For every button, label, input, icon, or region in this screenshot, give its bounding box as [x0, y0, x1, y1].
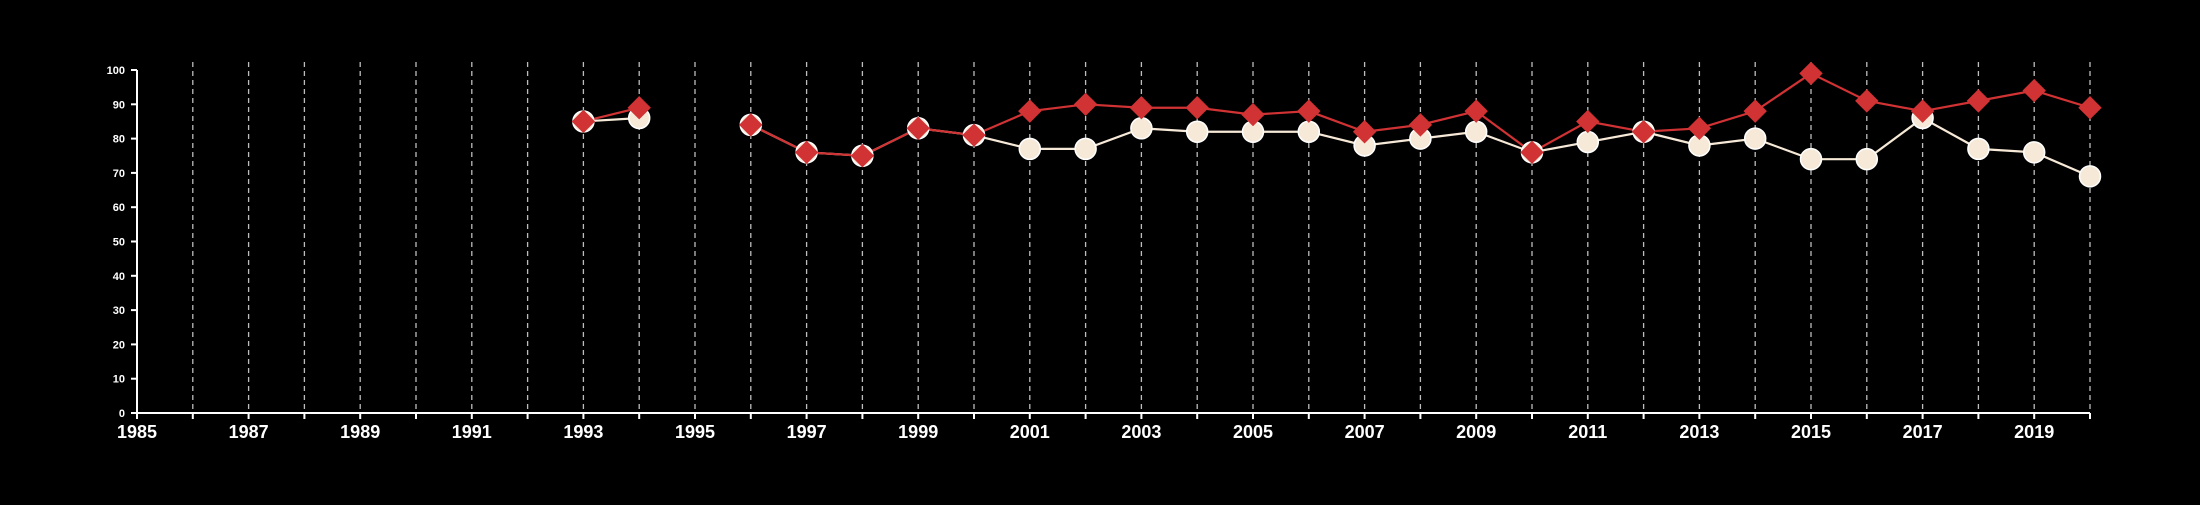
markers	[571, 61, 2102, 188]
x-tick-label-2009: 2009	[1456, 422, 1496, 442]
series-0-point-2003	[1130, 117, 1153, 140]
series-0-point-2004	[1185, 120, 1209, 143]
y-tick-label-80: 80	[113, 134, 125, 146]
x-tick-label-2007: 2007	[1345, 422, 1385, 442]
x-tick-label-2001: 2001	[1010, 422, 1050, 442]
axes: 0 10 20 30 40 50 60 70 80 90 100 1985 1987 1989 1991 19…	[107, 65, 2091, 442]
series-1-point-1994	[627, 96, 651, 120]
x-tick-label-2011: 2011	[1568, 422, 1607, 442]
series-1-point-2005	[1241, 102, 1265, 127]
x-tick-label-1985: 1985	[117, 422, 157, 442]
y-tick-label-70: 70	[113, 168, 125, 180]
series-1-point-1999	[906, 116, 930, 141]
series-1-point-2013	[1687, 116, 1712, 141]
series-0-point-2014	[1743, 127, 1767, 150]
series-1-point-2007	[1352, 120, 1377, 144]
series-1-point-2001	[1018, 99, 1042, 123]
series-1-point-2010	[1520, 140, 1544, 165]
series-0-point-2020	[2078, 165, 2102, 188]
series-0-point-2019	[2022, 141, 2046, 164]
y-tick-label-10: 10	[113, 374, 125, 386]
series-1-point-2020	[2078, 96, 2102, 120]
series-1-point-2009	[1464, 99, 1488, 123]
grid	[192, 62, 2091, 413]
series-1-point-2002	[1073, 92, 1098, 117]
series-1-point-2008	[1408, 113, 1433, 137]
y-tick-label-30: 30	[113, 305, 125, 317]
series-1-point-2017	[1910, 99, 1935, 123]
x-tick-label-2003: 2003	[1121, 422, 1161, 442]
x-tick-label-1999: 1999	[898, 422, 938, 442]
series-1-point-2018	[1966, 89, 1991, 113]
series-1-point-2006	[1297, 99, 1321, 123]
series-0-point-2011	[1576, 130, 1600, 154]
series-0-point-2016	[1855, 147, 1879, 171]
y-tick-label-90: 90	[113, 99, 125, 111]
series-1-point-1993	[571, 109, 596, 134]
series-1-point-1996	[739, 113, 763, 137]
x-tick-label-2019: 2019	[2014, 422, 2054, 442]
y-tick-label-20: 20	[113, 339, 125, 351]
x-tick-label-1995: 1995	[675, 422, 715, 442]
series-0-point-2018	[1967, 137, 1990, 161]
x-tick-label-1987: 1987	[229, 422, 269, 442]
series-0-point-2001	[1018, 137, 1042, 161]
series-1-point-2000	[962, 123, 986, 147]
series-1-point-2016	[1855, 89, 1879, 113]
series-0-point-2006	[1297, 120, 1321, 143]
y-tick-label-60: 60	[113, 202, 125, 214]
series-1-point-2003	[1129, 96, 1154, 120]
x-tick-label-2017: 2017	[1903, 422, 1943, 442]
series-1-point-1997	[794, 140, 819, 165]
x-tick-label-1993: 1993	[563, 422, 603, 442]
series-0-point-2015	[1799, 147, 1823, 171]
series-0-point-2009	[1464, 120, 1488, 143]
x-tick-label-2005: 2005	[1233, 422, 1273, 442]
x-tick-label-2013: 2013	[1679, 422, 1719, 442]
series-1-point-2019	[2022, 78, 2046, 103]
series-1-point-2015	[1799, 61, 1823, 86]
series-0-point-2002	[1074, 137, 1097, 161]
series-1-point-2011	[1576, 109, 1600, 134]
y-tick-label-100: 100	[107, 65, 125, 77]
series-1-point-1998	[850, 144, 875, 168]
y-tick-label-40: 40	[113, 271, 125, 283]
x-tick-label-1991: 1991	[452, 422, 492, 442]
series-1-point-2014	[1743, 99, 1767, 123]
x-tick-label-1997: 1997	[787, 422, 827, 442]
x-tick-label-2015: 2015	[1791, 422, 1831, 442]
y-tick-label-50: 50	[113, 237, 125, 249]
y-tick-label-0: 0	[119, 408, 125, 420]
x-tick-label-1989: 1989	[340, 422, 380, 442]
series-1-point-2004	[1185, 96, 1209, 120]
series-1-point-2012	[1631, 120, 1656, 144]
